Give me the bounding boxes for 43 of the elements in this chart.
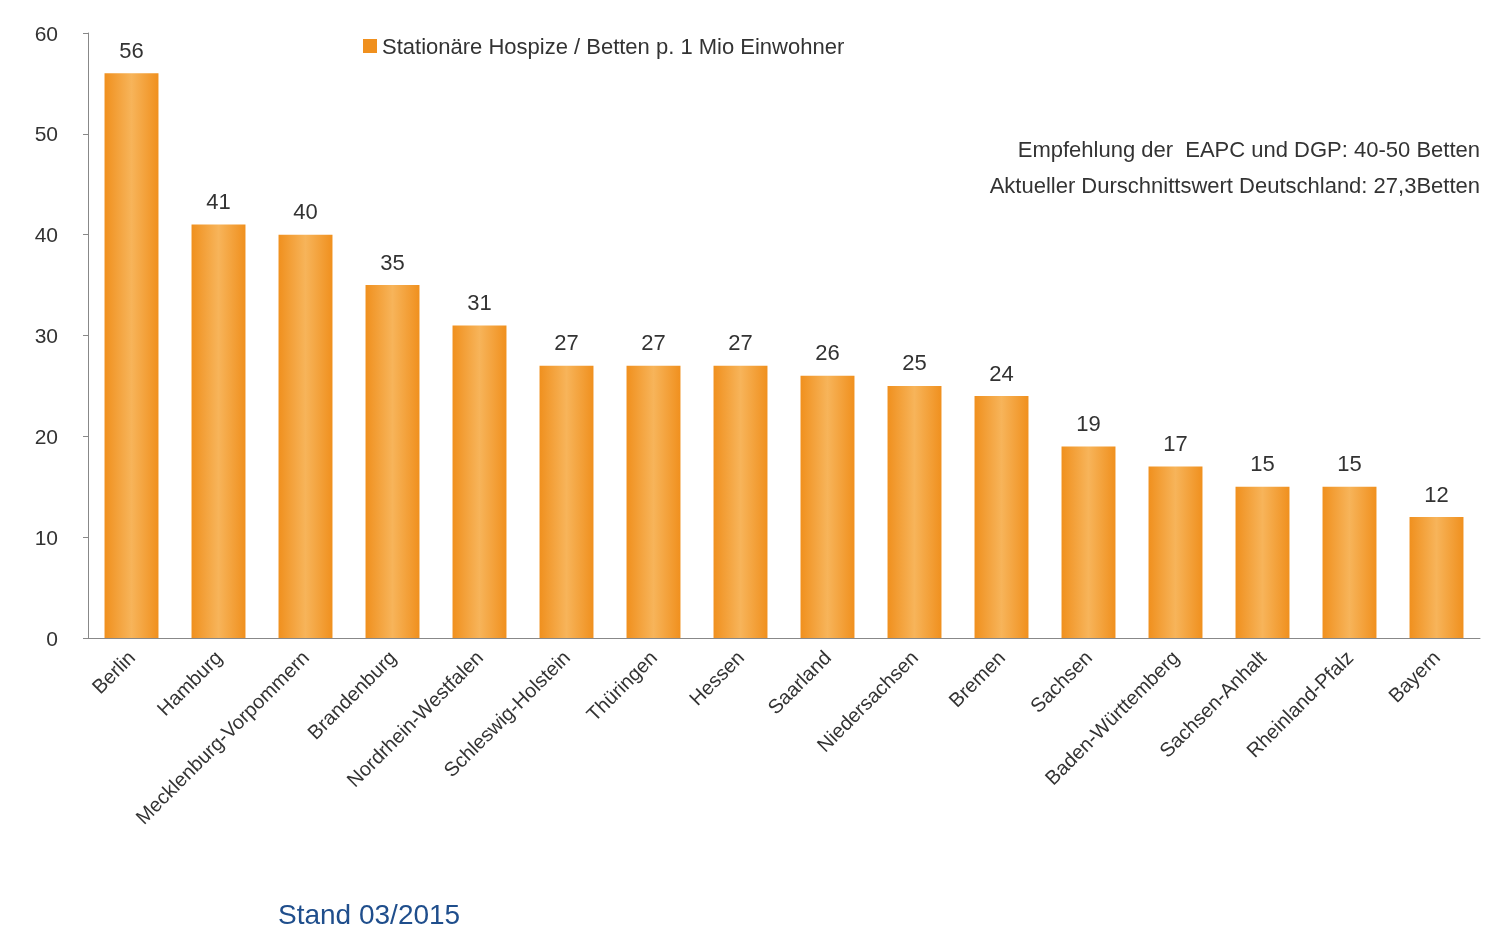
bar [539, 365, 594, 638]
data-label: 24 [989, 360, 1014, 386]
bar [191, 224, 246, 638]
data-label: 15 [1337, 451, 1362, 477]
data-label: 27 [641, 330, 666, 356]
y-tick-label: 0 [46, 626, 58, 650]
data-label: 31 [467, 289, 492, 315]
data-label: 41 [206, 189, 231, 215]
data-label: 15 [1250, 451, 1275, 477]
data-label: 25 [902, 350, 927, 376]
bar [800, 375, 855, 638]
bar [887, 385, 942, 638]
y-tick-label: 20 [34, 424, 58, 448]
data-label: 12 [1424, 481, 1449, 507]
annotation: Empfehlung der EAPC und DGP: 40-50 Betten [1017, 136, 1480, 162]
legend-label: Stationäre Hospize / Betten p. 1 Mio Einwohner [382, 33, 845, 59]
data-label: 35 [380, 249, 405, 275]
bar [713, 365, 768, 638]
y-tick-label: 60 [34, 21, 58, 45]
bar [365, 285, 420, 638]
bar [974, 396, 1029, 638]
bar [452, 325, 507, 638]
data-label: 17 [1163, 431, 1188, 457]
text: Stand 03/2015 [278, 898, 461, 930]
bar [626, 365, 681, 638]
bar [278, 234, 333, 638]
data-label: 56 [119, 37, 144, 63]
y-tick-label: 10 [34, 525, 58, 549]
bar [104, 73, 159, 638]
y-tick-label: 50 [34, 122, 58, 146]
bar [1409, 517, 1464, 638]
bar [1148, 466, 1203, 638]
y-tick-label: 30 [34, 324, 58, 347]
bar [1061, 446, 1116, 638]
bar [1322, 486, 1377, 638]
y-tick-label: 40 [34, 223, 58, 247]
data-label: 26 [815, 340, 840, 366]
data-label: 27 [554, 330, 579, 356]
annotation: Aktueller Durschnittswert Deutschland: 27,3Betten [989, 172, 1480, 198]
data-label: 40 [293, 199, 318, 225]
data-label: 27 [728, 330, 753, 356]
data-label: 19 [1076, 410, 1101, 436]
bar [1235, 486, 1290, 638]
